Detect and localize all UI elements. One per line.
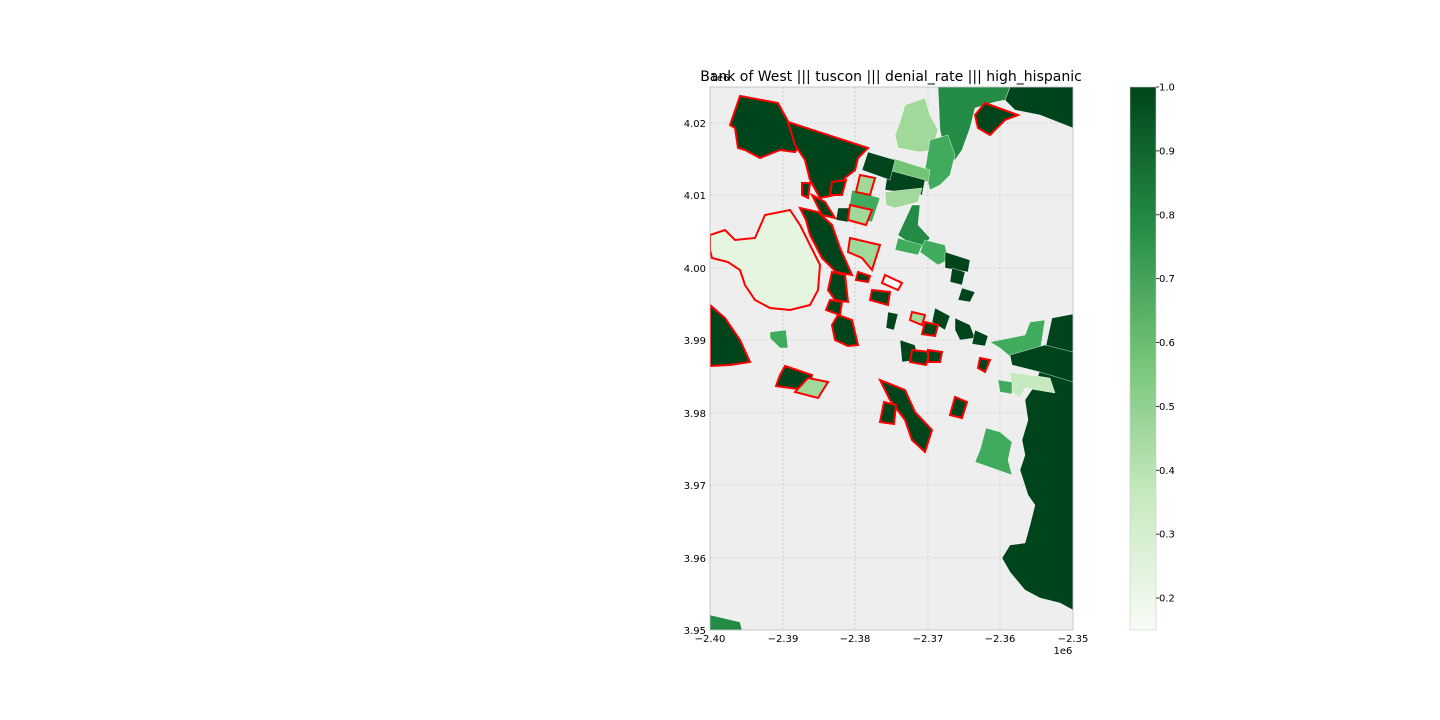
tract-region <box>793 376 830 400</box>
tract-region <box>880 273 904 292</box>
tract-region <box>801 182 812 200</box>
tract-region <box>949 267 966 286</box>
x-tick-label: −2.36 <box>985 634 1016 645</box>
high-hispanic-tracts <box>710 94 1021 454</box>
tract-region <box>974 427 1013 476</box>
y-tick-label: 3.99 <box>684 336 706 347</box>
colorbar-ticks: 0.2 0.3 0.4 0.5 0.6 0.7 0.8 0.9 1.0 <box>1156 83 1175 605</box>
tract-region <box>1001 313 1073 611</box>
tract-region <box>854 270 872 284</box>
tract-region <box>710 303 752 368</box>
tract-region <box>769 329 789 349</box>
tract-region <box>954 317 976 341</box>
tract-region <box>878 400 898 426</box>
colorbar-tick-label: 0.2 <box>1159 594 1175 605</box>
x-axis: −2.40 −2.39 −2.38 −2.37 −2.36 −2.35 1e6 <box>695 634 1089 657</box>
tract-region <box>957 287 976 303</box>
tract-region <box>919 239 949 266</box>
tract-region <box>908 310 927 327</box>
tract-region <box>1009 344 1073 383</box>
y-offset-label: 1e6 <box>711 73 730 84</box>
tract-region <box>885 311 899 331</box>
x-tick-label: −2.40 <box>695 634 726 645</box>
tract-region <box>973 101 1021 137</box>
x-offset-label: 1e6 <box>1054 646 1073 657</box>
map-title: Bank of West ||| tuscon ||| denial_rate … <box>700 69 1082 85</box>
y-tick-label: 3.95 <box>684 626 706 637</box>
colorbar-tick-label: 0.7 <box>1159 274 1175 285</box>
x-tick-label: −2.39 <box>768 634 799 645</box>
colorbar-gradient <box>1129 86 1157 631</box>
tract-region <box>868 288 892 307</box>
tract-polygons <box>710 87 1073 630</box>
tract-region <box>830 313 860 348</box>
tract-region <box>997 379 1013 395</box>
tract-region <box>835 207 851 223</box>
x-tick-label: −2.38 <box>840 634 871 645</box>
y-tick-label: 3.96 <box>684 554 706 565</box>
tract-region <box>908 348 932 367</box>
colorbar-tick-label: 0.3 <box>1159 530 1175 541</box>
tract-region <box>944 251 971 273</box>
tract-region <box>948 395 969 420</box>
y-tick-label: 3.98 <box>684 409 706 420</box>
tract-region <box>710 208 822 312</box>
tract-region <box>884 187 923 209</box>
tract-region <box>894 237 923 256</box>
colorbar-tick-label: 0.6 <box>1159 338 1175 349</box>
map-frame <box>709 86 1074 631</box>
colorbar-tick-label: 0.4 <box>1159 466 1175 477</box>
tract-region <box>927 348 944 363</box>
tract-region <box>846 203 874 227</box>
y-axis: 4.02 4.01 4.00 3.99 3.98 3.97 3.96 3.95 … <box>684 73 730 637</box>
tract-region <box>861 151 896 181</box>
colorbar-tick-label: 0.8 <box>1159 210 1175 221</box>
tract-region <box>846 236 882 273</box>
x-tick-label: −2.37 <box>913 634 944 645</box>
tract-region <box>854 173 877 197</box>
tract-region <box>828 178 848 196</box>
tract-region <box>894 97 939 153</box>
colorbar-tick-label: 1.0 <box>1159 83 1175 94</box>
tract-region <box>809 192 838 220</box>
tract-region <box>710 614 743 630</box>
tract-region <box>976 356 992 374</box>
tract-region <box>920 320 940 338</box>
y-tick-label: 4.01 <box>684 191 706 202</box>
y-tick-label: 4.02 <box>684 119 706 130</box>
colorbar: 0.2 0.3 0.4 0.5 0.6 0.7 0.8 0.9 1.0 <box>1129 83 1175 631</box>
y-tick-label: 4.00 <box>684 264 706 275</box>
y-tick-label: 3.97 <box>684 481 706 492</box>
colorbar-tick-label: 0.9 <box>1159 146 1175 157</box>
colorbar-tick-label: 0.5 <box>1159 402 1175 413</box>
tract-region <box>798 206 854 277</box>
x-tick-label: −2.35 <box>1058 634 1089 645</box>
tract-region <box>971 329 989 347</box>
